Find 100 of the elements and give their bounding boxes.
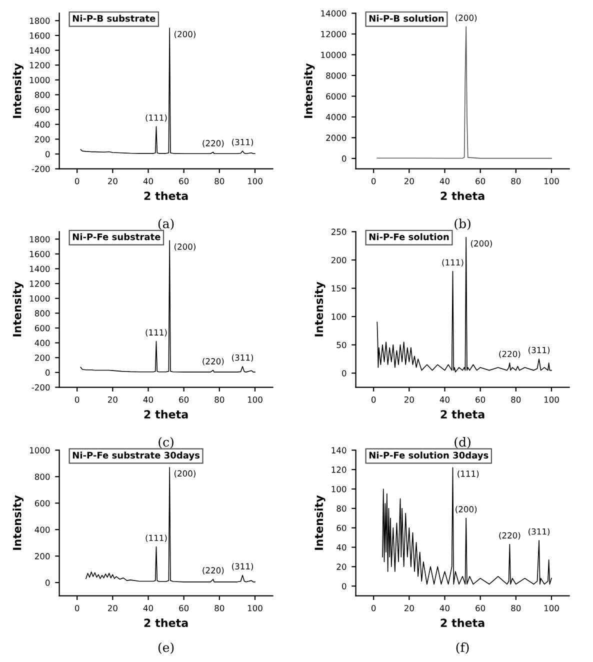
x-tick-label: 60 (476, 604, 486, 612)
x-tick-label: 20 (108, 396, 118, 403)
x-tick-label: 100 (544, 396, 559, 403)
x-axis-title: 2 theta (440, 191, 484, 200)
line-series (382, 467, 552, 585)
chart-title: Ni-P-B solution (369, 14, 444, 22)
x-tick-label: 80 (214, 604, 224, 612)
y-tick-label: 0 (46, 580, 50, 586)
y-tick-label: 0 (46, 150, 50, 158)
text: (c) (158, 437, 174, 448)
y-tick-label: 200 (34, 136, 50, 142)
x-tick-label: 20 (404, 396, 414, 403)
chart-title: Ni-P-Fe solution 30days (369, 452, 488, 460)
x-tick-label: 80 (511, 396, 521, 403)
y-tick-label: 1800 (30, 236, 50, 242)
chart-title: Ni-P-Fe substrate 30days (72, 452, 200, 460)
annotation: (220) (499, 532, 520, 540)
text: (b) (454, 218, 470, 230)
x-tick-label: 100 (248, 396, 262, 403)
y-tick-label: 1400 (30, 47, 50, 54)
y-tick-label: 1000 (30, 447, 50, 454)
x-axis-title: 2 theta (440, 618, 484, 628)
y-tick-label: 1800 (30, 18, 50, 24)
y-tick-label: 800 (34, 310, 50, 316)
y-tick-label: 600 (34, 324, 50, 332)
y-tick-label: -200 (32, 166, 50, 172)
x-tick-label: 60 (476, 396, 486, 403)
y-tick-label: 1400 (30, 266, 50, 272)
text: (f) (456, 642, 469, 654)
y-tick-label: 6000 (326, 93, 346, 100)
x-tick-label: 20 (108, 604, 118, 612)
chart-title: Ni-P-B substrate (72, 14, 156, 22)
y-tick-label: 600 (34, 500, 50, 506)
x-tick-label: 60 (179, 396, 189, 403)
y-tick-label: 0 (342, 370, 346, 376)
x-tick-label: 80 (214, 178, 224, 184)
text: (e) (158, 642, 174, 654)
x-tick-label: 40 (143, 604, 153, 612)
y-axis-title: Intensity (304, 63, 315, 118)
x-tick-label: 0 (74, 178, 80, 184)
y-tick-label: 50 (336, 342, 346, 348)
x-tick-label: 0 (74, 604, 80, 612)
line-series (376, 26, 552, 159)
x-tick-label: 40 (143, 178, 153, 184)
y-tick-label: 60 (336, 524, 346, 532)
annotation: (220) (202, 140, 224, 148)
y-axis-title: Intensity (12, 63, 24, 118)
y-tick-label: 80 (336, 505, 346, 512)
y-tick-label: 2000 (326, 134, 346, 141)
annotation: (220) (202, 567, 224, 574)
y-tick-label: 400 (34, 121, 50, 128)
y-axis-title: Intensity (314, 282, 326, 336)
line-series (80, 240, 256, 373)
y-axis-title: Intensity (314, 495, 326, 550)
x-tick-label: 60 (476, 178, 486, 184)
x-axis-title: 2 theta (440, 410, 484, 419)
annotation: (200) (470, 240, 492, 248)
annotation: (311) (232, 138, 254, 146)
annotation: (200) (456, 14, 477, 22)
annotation: (200) (174, 470, 196, 478)
x-axis-title: 2 theta (144, 618, 188, 628)
x-tick-label: 80 (511, 178, 521, 184)
y-tick-label: 200 (331, 256, 346, 264)
y-tick-label: 1200 (30, 62, 50, 68)
x-tick-label: 60 (179, 178, 189, 184)
line-series (80, 28, 256, 154)
annotation: (311) (528, 346, 550, 354)
y-tick-label: 150 (332, 285, 346, 292)
y-tick-label: 1200 (30, 280, 50, 287)
y-tick-label: 400 (34, 526, 50, 533)
y-tick-label: 140 (332, 447, 346, 454)
line-series (86, 466, 256, 582)
x-tick-label: 60 (179, 604, 189, 612)
annotation: (111) (146, 114, 167, 122)
y-tick-label: 1600 (30, 32, 50, 39)
y-tick-label: 4000 (326, 114, 346, 120)
x-tick-label: 80 (214, 396, 224, 403)
x-tick-label: 100 (248, 604, 262, 612)
annotation: (311) (232, 354, 254, 362)
x-tick-label: 40 (440, 396, 450, 403)
text: (a) (158, 218, 174, 230)
annotation: (200) (456, 506, 477, 514)
annotation: (311) (232, 563, 254, 570)
y-tick-label: -200 (32, 384, 50, 391)
x-tick-label: 20 (108, 178, 118, 184)
x-tick-label: 100 (248, 178, 262, 184)
annotation: (200) (174, 30, 196, 38)
x-tick-label: 0 (371, 178, 376, 184)
y-tick-label: 10000 (321, 52, 346, 58)
annotation: (111) (442, 259, 464, 266)
annotation: (220) (202, 358, 224, 366)
y-tick-label: 600 (34, 106, 50, 113)
y-tick-label: 800 (34, 92, 50, 98)
y-tick-label: 12000 (321, 30, 346, 38)
x-tick-label: 40 (440, 604, 450, 612)
y-tick-label: 0 (46, 369, 50, 376)
x-tick-label: 20 (404, 604, 414, 612)
y-tick-label: 200 (34, 553, 50, 560)
y-tick-label: 14000 (321, 10, 346, 17)
y-tick-label: 800 (34, 474, 50, 480)
